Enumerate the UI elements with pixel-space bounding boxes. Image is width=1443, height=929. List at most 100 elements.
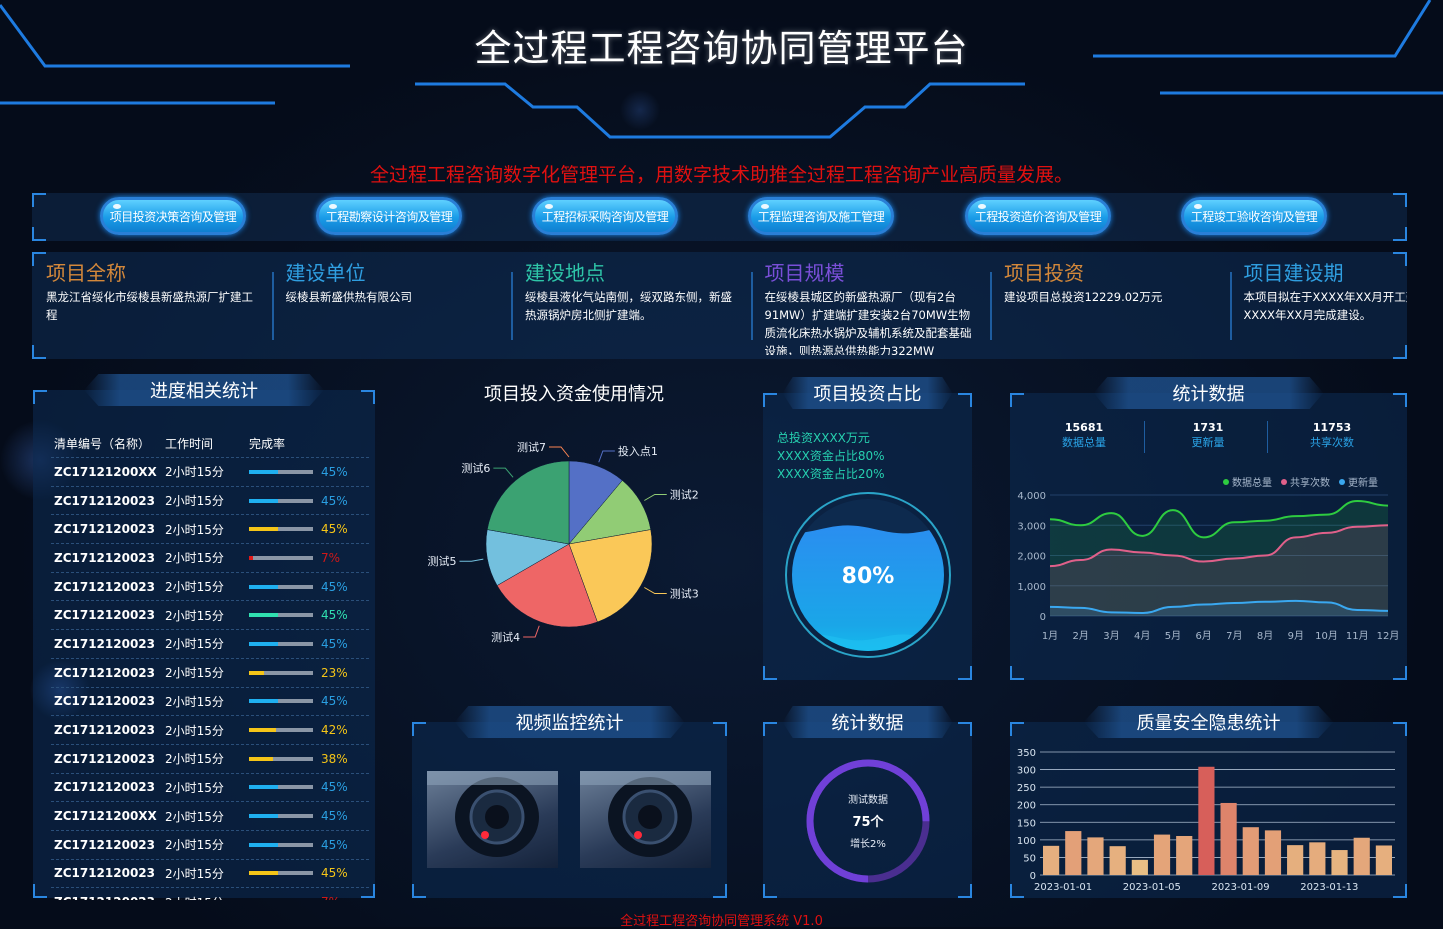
- info-title: 建设地点: [525, 261, 605, 285]
- info-4: 项目投资 建设项目总投资12229.02万元: [1004, 260, 1219, 355]
- stat-total-value: 15681: [1064, 421, 1104, 434]
- legend-marker-0: [1223, 479, 1229, 485]
- x-tick-label: 9月: [1288, 630, 1304, 642]
- y-tick-label: 1,000: [1017, 582, 1046, 593]
- investment-text: 总投资XXXX万元 XXXX资金占比80% XXXX资金占比20%: [777, 429, 885, 483]
- x-tick-label: 11月: [1346, 630, 1369, 642]
- row-id: ZC1712120023: [54, 522, 156, 537]
- table-row[interactable]: ZC1712120023 2小时15分 38%: [51, 745, 369, 774]
- x-tick-label: 12月: [1377, 630, 1400, 642]
- y-tick-label: 100: [1017, 836, 1036, 847]
- table-row[interactable]: ZC1712120023 2小时15分 45%: [51, 630, 369, 659]
- stat-shares-value: 11753: [1312, 421, 1352, 434]
- table-row[interactable]: ZC1712120023 2小时15分 45%: [51, 515, 369, 545]
- table-row[interactable]: ZC1712120023 2小时15分 7%: [51, 544, 369, 573]
- ring-growth: 增长2%: [850, 837, 886, 850]
- x-tick-label: 6月: [1195, 630, 1211, 642]
- pie-label-1: 测试2: [670, 489, 699, 502]
- bar-2023-01-13: [1309, 842, 1326, 875]
- nav-button-bidding-procurement[interactable]: 工程招标采购咨询及管理: [532, 197, 678, 235]
- info-text: 绥棱县新盛供热有限公司: [285, 290, 413, 304]
- module-nav: 项目投资决策咨询及管理 工程勘察设计咨询及管理 工程招标采购咨询及管理 工程监理…: [32, 193, 1407, 241]
- camera-feed-2[interactable]: [580, 771, 711, 868]
- row-id: ZC1712120023: [54, 723, 156, 738]
- ring-gauge: 测试数据 75个 增长2%: [806, 759, 930, 883]
- header-decoration: [0, 0, 1443, 139]
- nav-button-supervision-construction[interactable]: 工程监理咨询及施工管理: [748, 197, 894, 235]
- row-time: 2小时15分: [165, 866, 224, 881]
- row-id: ZC1712120023: [54, 493, 156, 508]
- row-id: ZC1712120023: [54, 579, 156, 594]
- table-row[interactable]: ZC1712120023 2小时15分 45%: [51, 573, 369, 602]
- info-divider: [271, 272, 274, 340]
- x-tick-label: 2023-01-09: [1212, 882, 1270, 893]
- info-divider: [750, 272, 753, 340]
- bar-2023-01-12: [1287, 845, 1304, 875]
- row-rate: 45%: [321, 493, 348, 508]
- info-text: 本项目拟在于XXXX年XX月开工建设，XXXX年XX月完成建设。: [1243, 290, 1408, 322]
- bar-2023-01-05: [1131, 859, 1148, 875]
- progress-bar: [249, 555, 313, 560]
- info-title: 项目投资: [1004, 261, 1084, 285]
- row-time: 2小时15分: [165, 465, 224, 480]
- stat-total: 15681 数据总量: [1024, 421, 1144, 450]
- row-id: ZC1712120023: [54, 636, 156, 651]
- table-row[interactable]: ZC1712120023 2小时15分 23%: [51, 659, 369, 688]
- ring-panel: 统计数据 测试数据 75个 增长2%: [763, 706, 972, 898]
- nav-button-cost-consulting[interactable]: 工程投资造价咨询及管理: [965, 197, 1111, 235]
- row-id: ZC17121200XX: [54, 464, 157, 479]
- camera-led-icon: [634, 831, 642, 839]
- investment-share-b: XXXX资金占比20%: [777, 467, 885, 481]
- nav-button-survey-design[interactable]: 工程勘察设计咨询及管理: [316, 197, 462, 235]
- progress-bar: [249, 785, 313, 790]
- camera-feed-1[interactable]: [427, 771, 558, 868]
- series-line-0: [1049, 500, 1389, 539]
- progress-bar: [249, 613, 313, 618]
- stat-shares-label: 共享次数: [1310, 436, 1354, 449]
- table-row[interactable]: ZC17121200XX 2小时15分 45%: [51, 802, 369, 831]
- table-row[interactable]: ZC17121200XX 2小时15分 45%: [51, 458, 369, 487]
- table-row[interactable]: ZC1712120023 2小时15分 45%: [51, 601, 369, 631]
- row-id: ZC1712120023: [54, 608, 156, 623]
- row-time: 2小时15分: [165, 752, 224, 767]
- table-row[interactable]: ZC1712120023 2小时15分 45%: [51, 860, 369, 889]
- row-id: ZC1712120023: [51, 895, 165, 900]
- progress-bar: [249, 842, 313, 847]
- row-id: ZC1712120023: [54, 550, 156, 565]
- row-rate: 45%: [321, 694, 348, 709]
- legend-marker-1: [1281, 479, 1287, 485]
- legend-label-1: 共享次数: [1290, 476, 1330, 489]
- row-rate: 45%: [321, 579, 348, 594]
- progress-bar: [249, 670, 313, 675]
- table-row[interactable]: ZC1712120023 2小时15分 45%: [51, 831, 369, 860]
- row-id: ZC1712120023: [54, 665, 156, 680]
- table-row[interactable]: ZC1712120023 2小时15分 45%: [51, 688, 369, 717]
- progress-bar: [249, 584, 313, 589]
- pie-slice-2: [568, 529, 653, 623]
- liquid-gauge: 80%: [785, 492, 951, 658]
- row-rate: 45%: [321, 809, 348, 824]
- row-rate: 42%: [321, 723, 348, 738]
- table-row[interactable]: ZC1712120023 2小时15分 42%: [51, 716, 369, 745]
- nav-button-completion-acceptance[interactable]: 工程竣工验收咨询及管理: [1181, 197, 1327, 235]
- row-rate: 7%: [321, 550, 341, 565]
- row-time: 2小时15分: [165, 551, 224, 566]
- page-title: 全过程工程咨询协同管理平台: [474, 27, 969, 70]
- row-time: 2小时15分: [165, 809, 224, 824]
- pie-label-5: 测试6: [461, 462, 490, 475]
- nav-button-investment-decision[interactable]: 项目投资决策咨询及管理: [100, 197, 246, 235]
- x-tick-label: 8月: [1257, 630, 1273, 642]
- gauge-label: 80%: [842, 564, 895, 589]
- table-row[interactable]: ZC1712120023 2小时15分 45%: [51, 774, 369, 803]
- x-tick-label: 3月: [1103, 630, 1119, 642]
- y-tick-label: 350: [1017, 748, 1036, 759]
- table-row[interactable]: ZC1712120023 2小时15分 45%: [51, 487, 369, 516]
- line-chart: 0 1,000 2,000 3,000 4,000 1月 2月 3月 4月 5月 6月 7月 8月 9月 1…: [1017, 476, 1400, 642]
- header-rate: 完成率: [249, 437, 286, 451]
- investment-title: 项目投资占比: [782, 377, 953, 409]
- row-id: ZC1712120023: [54, 837, 156, 852]
- bar-2023-01-16: [1375, 845, 1392, 875]
- progress-bar: [249, 641, 313, 646]
- progress-bar: [249, 469, 313, 474]
